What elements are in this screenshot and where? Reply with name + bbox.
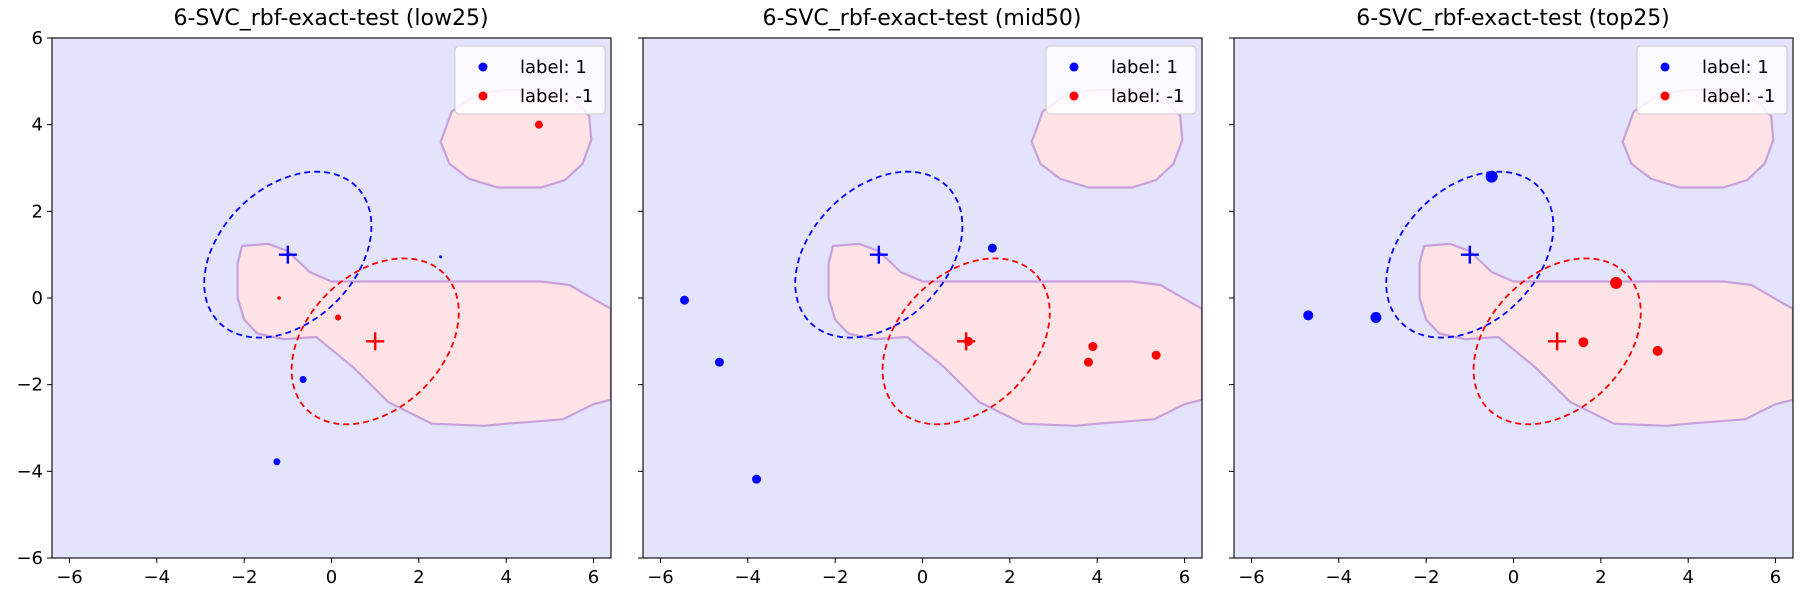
x-tick-label: 0	[326, 567, 337, 588]
legend-entry-label: label: 1	[520, 57, 587, 78]
data-point-label-1	[1370, 312, 1382, 323]
legend: label: 1 label: -1	[454, 45, 606, 115]
legend-marker-label-1	[1069, 62, 1079, 72]
data-point-label-1	[1485, 170, 1498, 183]
covariance-ellipse-label-1	[1385, 170, 1555, 339]
x-tick-label: 4	[500, 567, 511, 588]
data-point-label-minus1	[1088, 342, 1098, 352]
data-point-label-1	[987, 243, 997, 253]
legend-box	[1636, 45, 1788, 115]
subplot-title: 6-SVC_rbf-exact-test (top25)	[1356, 6, 1670, 31]
y-tick-label: 2	[32, 201, 43, 222]
data-point-label-minus1	[1083, 357, 1093, 367]
legend-marker-label-1	[1660, 62, 1670, 72]
x-tick-label: 2	[1004, 567, 1015, 588]
x-tick-label: 6	[1770, 567, 1781, 588]
x-tick-label: −2	[822, 567, 849, 588]
legend-entry-label: label: -1	[1702, 86, 1775, 107]
covariance-ellipse-label-1	[794, 170, 964, 339]
data-point-label-minus1	[335, 314, 342, 321]
y-tick-label: 0	[32, 288, 43, 309]
legend-marker-label-minus1	[478, 91, 488, 101]
subplot-mid50: 6-SVC_rbf-exact-test (mid50) −6 −4 −2 0 2 4 6 l…	[638, 6, 1203, 588]
subplot-title: 6-SVC_rbf-exact-test (low25)	[173, 6, 488, 31]
legend: label: 1 label: -1	[1045, 45, 1197, 115]
data-point-label-minus1	[963, 336, 973, 346]
legend-marker-label-1	[478, 62, 488, 72]
class-center-label-1	[869, 245, 888, 264]
subplot-low25: 6-SVC_rbf-exact-test (low25) −6 −4 −2 0 2 4 6 −…	[16, 6, 612, 588]
x-tick-label: 0	[1508, 567, 1519, 588]
y-tick-label: 6	[32, 28, 43, 49]
data-point-label-minus1	[1151, 350, 1161, 360]
x-tick-label: −6	[1238, 567, 1265, 588]
covariance-ellipse-label-minus1	[1472, 257, 1642, 426]
data-point-label-1	[714, 357, 724, 367]
x-tick-label: 2	[413, 567, 424, 588]
y-tick-label: −4	[16, 461, 43, 482]
class-center-label-1	[1460, 245, 1479, 264]
legend-entry-label: label: -1	[1111, 86, 1184, 107]
data-point-label-minus1	[277, 296, 281, 300]
legend-entry-label: label: 1	[1702, 57, 1769, 78]
subplot-top25: 6-SVC_rbf-exact-test (top25) −6 −4 −2 0 2 4 6 l…	[1229, 6, 1794, 588]
class-center-label-minus1	[366, 332, 385, 351]
data-point-label-minus1	[1578, 337, 1589, 348]
class-center-label-1	[278, 245, 297, 264]
y-tick-label: 4	[32, 115, 43, 136]
x-tick-label: −6	[647, 567, 674, 588]
data-point-label-minus1	[1652, 345, 1663, 356]
data-point-label-1	[299, 375, 307, 383]
data-point-label-minus1	[534, 120, 543, 129]
legend-entry-label: label: -1	[520, 86, 593, 107]
x-tick-label: −2	[231, 567, 258, 588]
x-tick-label: −4	[1326, 567, 1353, 588]
legend-marker-label-minus1	[1069, 91, 1079, 101]
x-tick-label: −4	[144, 567, 171, 588]
class-center-label-minus1	[1548, 332, 1567, 351]
data-point-label-1	[1303, 310, 1314, 321]
legend-entry-label: label: 1	[1111, 57, 1178, 78]
data-point-label-1	[752, 474, 762, 484]
x-tick-label: 4	[1091, 567, 1102, 588]
data-point-label-1	[273, 458, 281, 466]
legend-marker-label-minus1	[1660, 91, 1670, 101]
x-tick-label: 0	[917, 567, 928, 588]
x-tick-label: 6	[588, 567, 599, 588]
y-tick-label: −6	[16, 548, 43, 569]
data-point-label-1	[679, 295, 689, 305]
x-tick-label: −2	[1413, 567, 1440, 588]
legend-box	[454, 45, 606, 115]
covariance-ellipse-label-minus1	[881, 257, 1051, 426]
x-tick-label: −4	[735, 567, 762, 588]
covariance-ellipse-label-minus1	[290, 257, 460, 426]
data-point-label-1	[439, 255, 443, 259]
x-tick-label: 4	[1682, 567, 1693, 588]
x-tick-label: 2	[1595, 567, 1606, 588]
legend-box	[1045, 45, 1197, 115]
y-tick-label: −2	[16, 375, 43, 396]
data-point-label-minus1	[1610, 276, 1623, 289]
x-tick-label: −6	[56, 567, 83, 588]
x-tick-label: 6	[1179, 567, 1190, 588]
covariance-ellipse-label-1	[203, 170, 373, 339]
subplot-title: 6-SVC_rbf-exact-test (mid50)	[762, 6, 1081, 31]
legend: label: 1 label: -1	[1636, 45, 1788, 115]
